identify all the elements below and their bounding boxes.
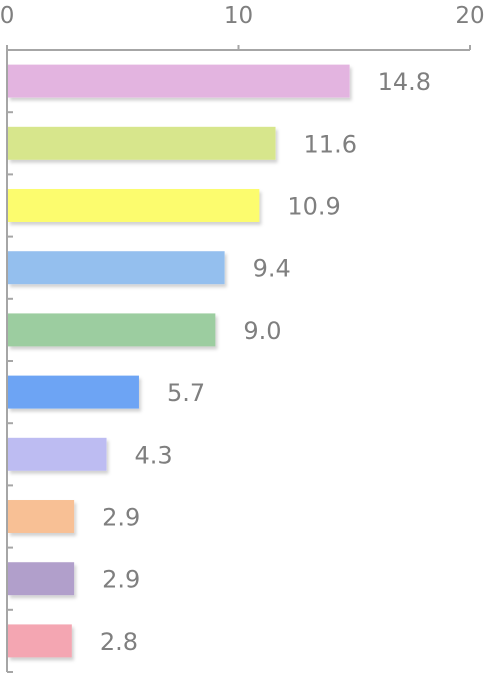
data-label-8: 2.9: [102, 504, 140, 532]
data-label-10: 2.8: [100, 628, 138, 656]
bars-group: [8, 64, 350, 658]
data-label-7: 4.3: [135, 441, 173, 469]
y-axis: [6, 49, 13, 673]
data-label-1: 14.8: [378, 68, 431, 96]
bar-6: [8, 375, 139, 409]
data-label-9: 2.9: [102, 566, 140, 594]
bar-7: [8, 437, 107, 471]
x-axis: 0 10 20: [0, 3, 485, 51]
x-tick-label: 0: [0, 3, 14, 29]
data-label-6: 5.7: [167, 379, 205, 407]
data-label-5: 9.0: [243, 317, 281, 345]
bar-10: [8, 624, 72, 658]
x-tick-label: 20: [455, 3, 484, 29]
bar-1: [8, 64, 350, 98]
data-label-3: 10.9: [287, 193, 340, 221]
bar-5: [8, 313, 216, 347]
data-labels-group: 14.8 11.6 10.9 9.4 9.0 5.7 4.3 2.9 2.9 2.8: [100, 68, 431, 656]
bar-3: [8, 189, 260, 222]
data-label-2: 11.6: [304, 130, 357, 158]
bar-2: [8, 126, 276, 160]
data-label-4: 9.4: [253, 255, 291, 283]
bar-8: [8, 500, 75, 533]
bar-9: [8, 562, 75, 596]
bar-4: [8, 251, 225, 285]
x-tick-label: 10: [224, 3, 253, 29]
